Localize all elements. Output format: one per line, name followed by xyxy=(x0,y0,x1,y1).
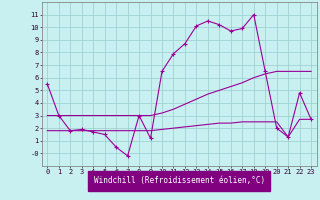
X-axis label: Windchill (Refroidissement éolien,°C): Windchill (Refroidissement éolien,°C) xyxy=(94,176,265,185)
